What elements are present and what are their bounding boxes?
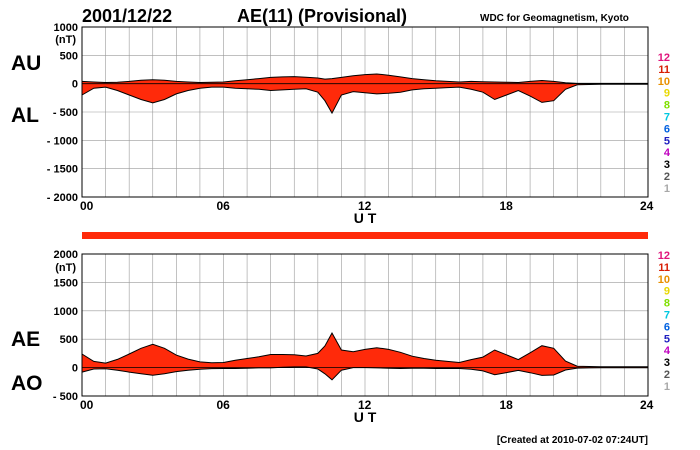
series-line-ae: [81, 331, 648, 368]
y-tick-label: 0: [72, 79, 78, 91]
y-tick-label: - 2000: [47, 192, 78, 204]
y-tick-label: 1000: [54, 306, 78, 318]
y-tick-label: 1500: [54, 277, 78, 289]
station-count-label: 5: [664, 333, 670, 345]
x-tick-label: 24: [640, 398, 654, 412]
station-count-label: 12: [658, 52, 670, 64]
x-tick-label: 18: [500, 199, 514, 213]
plot-date: 2001/12/22: [82, 6, 172, 26]
station-count-label: 3: [664, 357, 670, 369]
x-axis-label: U T: [354, 210, 377, 226]
y-tick-label: - 1500: [47, 164, 78, 176]
station-count-label: 7: [664, 112, 670, 124]
station-count-label: 4: [664, 345, 671, 357]
station-count-label: 4: [664, 147, 671, 159]
y-unit-label: (nT): [55, 34, 76, 46]
x-tick-label: 12: [358, 199, 372, 213]
ae-ao-panel: 2000 1500 1000 500 0 - 500 (nT) 00 06 12 18 24 U T AE…: [11, 249, 654, 425]
y-tick-label: 1000: [54, 22, 78, 34]
station-count-label: 8: [664, 100, 670, 112]
x-tick-label: 06: [217, 398, 231, 412]
station-count-label: 1: [664, 183, 670, 195]
plot-title: AE(11) (Provisional): [237, 6, 407, 26]
station-count-label: 7: [664, 310, 670, 322]
station-count-label: 6: [664, 123, 670, 135]
station-count-label: 9: [664, 286, 670, 298]
y-tick-label: - 1000: [47, 135, 78, 147]
index-label-lower: AL: [11, 104, 39, 127]
station-count-label: 2: [664, 369, 670, 381]
y-tick-label: 0: [72, 363, 78, 375]
y-unit-label: (nT): [55, 262, 76, 274]
created-timestamp: [Created at 2010-07-02 07:24UT]: [497, 435, 648, 446]
x-tick-label: 24: [640, 199, 654, 213]
station-count-label: 12: [658, 250, 670, 262]
station-count-label: 11: [658, 64, 670, 76]
series-line-al: [81, 83, 648, 115]
y-tick-label: 500: [60, 334, 78, 346]
station-count-label: 11: [658, 262, 670, 274]
y-tick-label: - 500: [53, 107, 78, 119]
station-count-label: 10: [658, 76, 670, 88]
station-count-label: 3: [664, 159, 670, 171]
source-label: WDC for Geomagnetism, Kyoto: [480, 13, 629, 24]
index-label-upper: AU: [11, 52, 41, 75]
index-label-lower: AO: [11, 372, 43, 395]
station-count-label: 10: [658, 274, 670, 286]
station-count-label: 6: [664, 321, 670, 333]
station-count-label: 8: [664, 298, 670, 310]
data-coverage-strip: [82, 232, 648, 239]
station-count-label: 2: [664, 171, 670, 183]
y-tick-label: 500: [60, 50, 78, 62]
x-axis-label: U T: [354, 409, 377, 425]
index-label-upper: AE: [11, 328, 40, 351]
station-count-label: 9: [664, 88, 670, 100]
x-tick-label: 18: [500, 398, 514, 412]
x-tick-label: 06: [217, 199, 231, 213]
plot-frame: [81, 26, 649, 198]
station-count-label: 1: [664, 381, 670, 393]
au-al-panel: 1000 500 0 - 500 - 1000 - 1500 - 2000 (nT) 00 06 1…: [11, 22, 654, 226]
x-tick-label: 00: [80, 398, 94, 412]
x-tick-label: 00: [80, 199, 94, 213]
y-tick-label: 2000: [54, 249, 78, 261]
plot-frame: [81, 253, 649, 397]
x-tick-label: 12: [358, 398, 372, 412]
station-count-label: 5: [664, 135, 670, 147]
y-tick-label: - 500: [53, 391, 78, 403]
series-line-au: [81, 73, 648, 84]
